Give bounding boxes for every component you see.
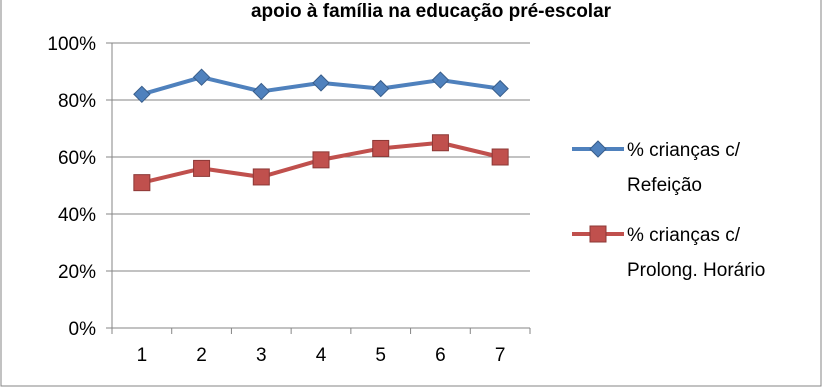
- series-prolong-horario: [133, 134, 509, 192]
- data-point-diamond: [133, 85, 151, 104]
- x-tick-label: 1: [137, 345, 148, 366]
- y-tick-label: 0%: [69, 319, 97, 340]
- data-point-square: [252, 168, 270, 186]
- legend-entry-prolong: % crianças c/ Prolong. Horário: [572, 225, 765, 281]
- series-refeicao: [133, 68, 509, 104]
- legend-marker-prolong: [589, 225, 607, 243]
- data-point-diamond: [192, 68, 211, 86]
- data-point-square: [312, 151, 330, 169]
- data-point-square: [431, 134, 449, 152]
- data-point-diamond: [312, 74, 330, 92]
- x-tick-label: 7: [495, 345, 506, 366]
- legend-label-prolong-line2: Prolong. Horário: [627, 260, 765, 281]
- y-tick-label: 20%: [58, 262, 96, 283]
- data-point-diamond: [252, 82, 270, 101]
- legend-label-refeicao-line2: Refeição: [627, 175, 702, 196]
- legend-label-prolong-line1: % crianças c/: [627, 225, 741, 246]
- y-tick-label: 40%: [58, 205, 96, 226]
- x-tick-label: 4: [316, 345, 327, 366]
- x-tick-label: 6: [435, 345, 446, 366]
- data-point-diamond: [491, 79, 509, 98]
- axes: 0% 20% 40% 60% 80% 100% 1 2 3 4 5 6 7: [47, 34, 531, 366]
- series-layer: [133, 68, 509, 192]
- chart-title: apoio à família na educação pré-escolar: [251, 1, 612, 22]
- legend-marker-refeicao: [589, 140, 607, 158]
- y-tick-label: 60%: [58, 148, 96, 169]
- data-point-square: [193, 159, 211, 177]
- data-point-diamond: [431, 71, 450, 89]
- data-point-square: [372, 139, 390, 157]
- legend-entry-refeicao: % crianças c/ Refeição: [572, 140, 741, 196]
- x-tick-label: 2: [196, 345, 207, 366]
- legend-label-refeicao-line1: % crianças c/: [627, 140, 741, 161]
- x-tick-label: 5: [375, 345, 386, 366]
- data-point-square: [133, 174, 151, 192]
- data-point-diamond: [372, 79, 390, 98]
- y-tick-label: 100%: [47, 34, 96, 55]
- y-tick-label: 80%: [58, 91, 96, 112]
- legend: % crianças c/ Refeição % crianças c/ Pro…: [572, 140, 765, 281]
- x-tick-label: 3: [256, 345, 267, 366]
- data-point-square: [491, 148, 509, 166]
